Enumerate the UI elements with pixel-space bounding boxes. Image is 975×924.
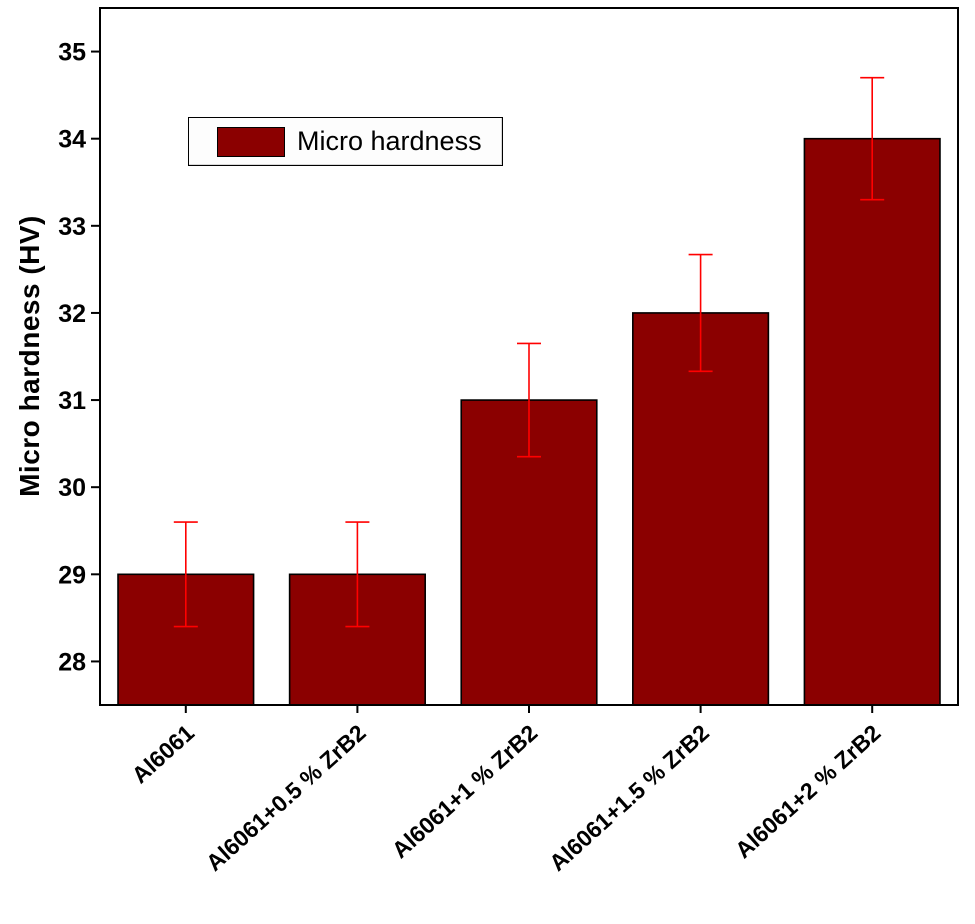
legend-swatch: [217, 126, 285, 157]
legend-label: Micro hardness: [297, 126, 482, 156]
x-tick-label: Al6061+2 % ZrB2: [730, 719, 886, 863]
y-tick-label: 32: [58, 300, 86, 328]
y-tick-label: 33: [58, 213, 86, 241]
y-tick-label: 31: [58, 387, 86, 415]
y-axis-title: Micro hardness (HV): [14, 215, 45, 497]
legend: Micro hardness: [188, 117, 503, 166]
x-tick-label: Al6061+0.5 % ZrB2: [201, 719, 371, 876]
bar: [803, 137, 941, 706]
y-tick-label: 29: [58, 561, 86, 589]
y-tick-label: 30: [58, 474, 86, 502]
x-tick-label: Al6061+1.5 % ZrB2: [544, 719, 714, 876]
y-tick-label: 34: [58, 126, 86, 154]
y-tick-label: 28: [58, 648, 86, 676]
y-tick-label: 35: [58, 39, 86, 67]
x-tick-label: Al6061+1 % ZrB2: [387, 719, 543, 863]
x-tick-label: Al6061: [127, 719, 200, 788]
bar: [632, 312, 770, 706]
